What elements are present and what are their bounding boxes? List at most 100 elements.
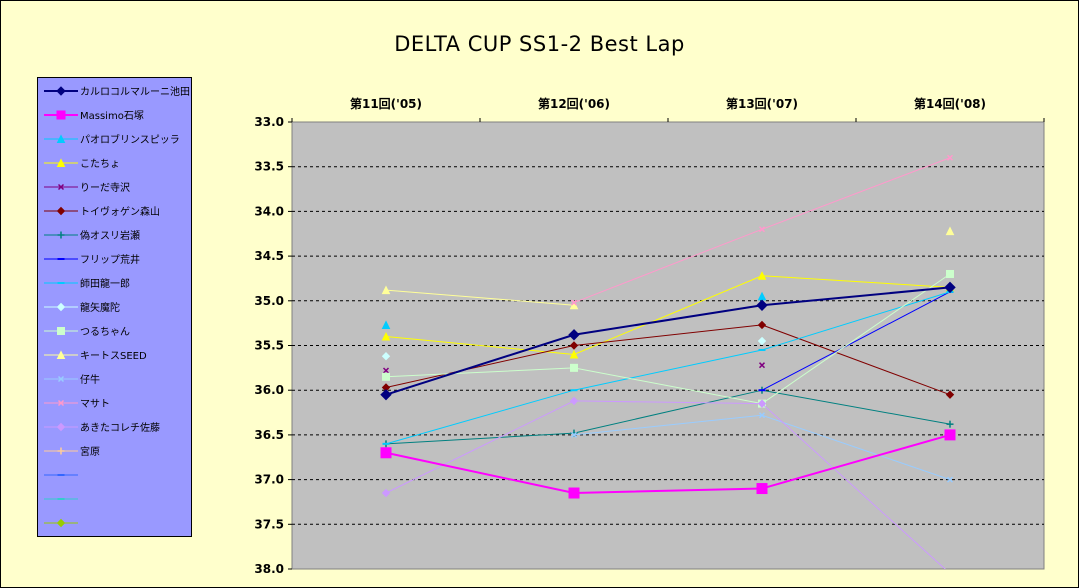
legend-swatch [44,282,78,284]
legend-swatch [44,399,78,407]
data-point-marker [758,226,766,233]
series-1 [380,281,956,401]
legend-swatch [44,518,78,528]
series-15 [381,396,954,577]
data-point-marker [946,269,954,278]
series-5 [382,362,766,374]
data-point-marker [381,320,391,329]
y-tick-label: 37.0 [254,473,284,487]
data-point-marker [757,271,767,280]
series-line [761,291,951,391]
legend-swatch [44,375,78,383]
y-tick-label: 36.0 [254,383,284,397]
legend-swatch [44,258,78,260]
legend-item: 龍矢魔陀 [44,298,192,316]
data-point-marker [568,329,580,341]
legend-label: りーだ寺沢 [80,183,130,194]
legend-item: こたちょ [44,154,192,172]
series-line [385,389,951,445]
data-point-marker [56,134,66,143]
series-line [385,275,951,355]
data-point-marker [944,281,956,294]
legend-swatch [44,231,78,239]
data-point-marker [382,372,390,381]
series-13 [570,412,954,483]
data-point-marker [569,396,579,406]
legend-swatch [44,447,78,455]
data-point-marker [946,476,954,483]
data-point-marker [945,226,955,236]
x-tick-label: 第13回('07) [726,96,798,111]
legend-swatch [44,206,78,216]
data-point-marker [56,158,66,167]
x-tick-label: 第11回('05) [350,96,422,111]
series-line [385,324,951,396]
legend-label: 師田龍一郎 [80,279,130,290]
y-tick-label: 35.5 [254,339,284,353]
series-14 [570,154,954,306]
legend-label: トイヴォゲン森山 [80,207,160,218]
legend-item: りーだ寺沢 [44,178,192,196]
data-point-marker [570,363,578,372]
legend-swatch [44,86,78,96]
legend-label: パオロブリンスピッラ [80,135,180,146]
legend-item [44,514,192,532]
legend-item: 仔牛 [44,370,192,388]
legend-label: カルロコルマルーニ池田 [80,87,190,98]
data-point-marker [570,299,578,306]
legend-item [44,490,192,508]
y-tick-label: 36.5 [254,428,284,442]
data-point-marker [381,285,391,295]
legend-item: マサト [44,394,192,412]
data-point-marker [570,431,578,438]
data-point-marker [568,487,580,499]
y-tick-label: 37.5 [254,517,284,531]
data-point-marker [56,206,66,216]
legend-item [44,466,192,484]
series-2 [380,429,956,499]
data-point-marker [757,399,767,408]
data-point-marker [758,362,766,369]
data-point-marker [57,447,65,455]
legend-label: 仔牛 [80,375,100,386]
data-point-marker [56,422,66,432]
data-point-marker [946,420,954,428]
y-tick-label: 38.0 [254,562,284,576]
legend: カルロコルマルーニ池田 Massimo石塚パオロブリンスピッラこたちょりーだ寺沢ト… [37,77,192,537]
series-line [385,289,575,306]
data-point-marker [56,86,66,96]
legend-item: Massimo石塚 [44,106,192,124]
y-tick-label: 33.5 [254,160,284,174]
series-line [385,273,951,405]
legend-label: 龍矢魔陀 [80,303,120,314]
legend-swatch [44,422,78,432]
legend-swatch [44,158,78,167]
legend-item: 師田龍一郎 [44,274,192,292]
data-point-marker [56,518,66,528]
legend-item: トイヴォゲン森山 [44,202,192,220]
x-tick-label: 第12回('06) [538,96,610,111]
data-point-marker [381,331,391,341]
legend-item: フリップ荒井 [44,250,192,268]
data-point-marker [947,570,954,577]
data-point-marker [57,231,65,239]
data-point-marker [56,350,66,359]
data-point-marker [57,183,65,191]
data-point-marker [944,429,956,441]
legend-item: カルロコルマルーニ池田 [44,82,192,100]
data-point-marker [946,154,954,161]
data-point-marker [56,302,66,312]
legend-item: 偽オスリ岩瀬 [44,226,192,244]
legend-label: 宮原 [80,447,100,458]
plot-area: 33.0 33.5 34.0 34.5 35.0 35.5 36.0 36.5 37.0 37.5… [254,96,1045,577]
legend-item: つるちゃん [44,322,192,340]
data-point-marker [757,320,767,330]
legend-swatch [44,350,78,359]
data-point-marker [758,412,766,419]
data-point-marker [57,327,65,335]
legend-label: マサト [80,399,110,410]
series-9 [382,290,954,445]
y-tick-label: 34.0 [254,204,284,218]
x-tick-label: 第14回('08) [914,96,986,111]
